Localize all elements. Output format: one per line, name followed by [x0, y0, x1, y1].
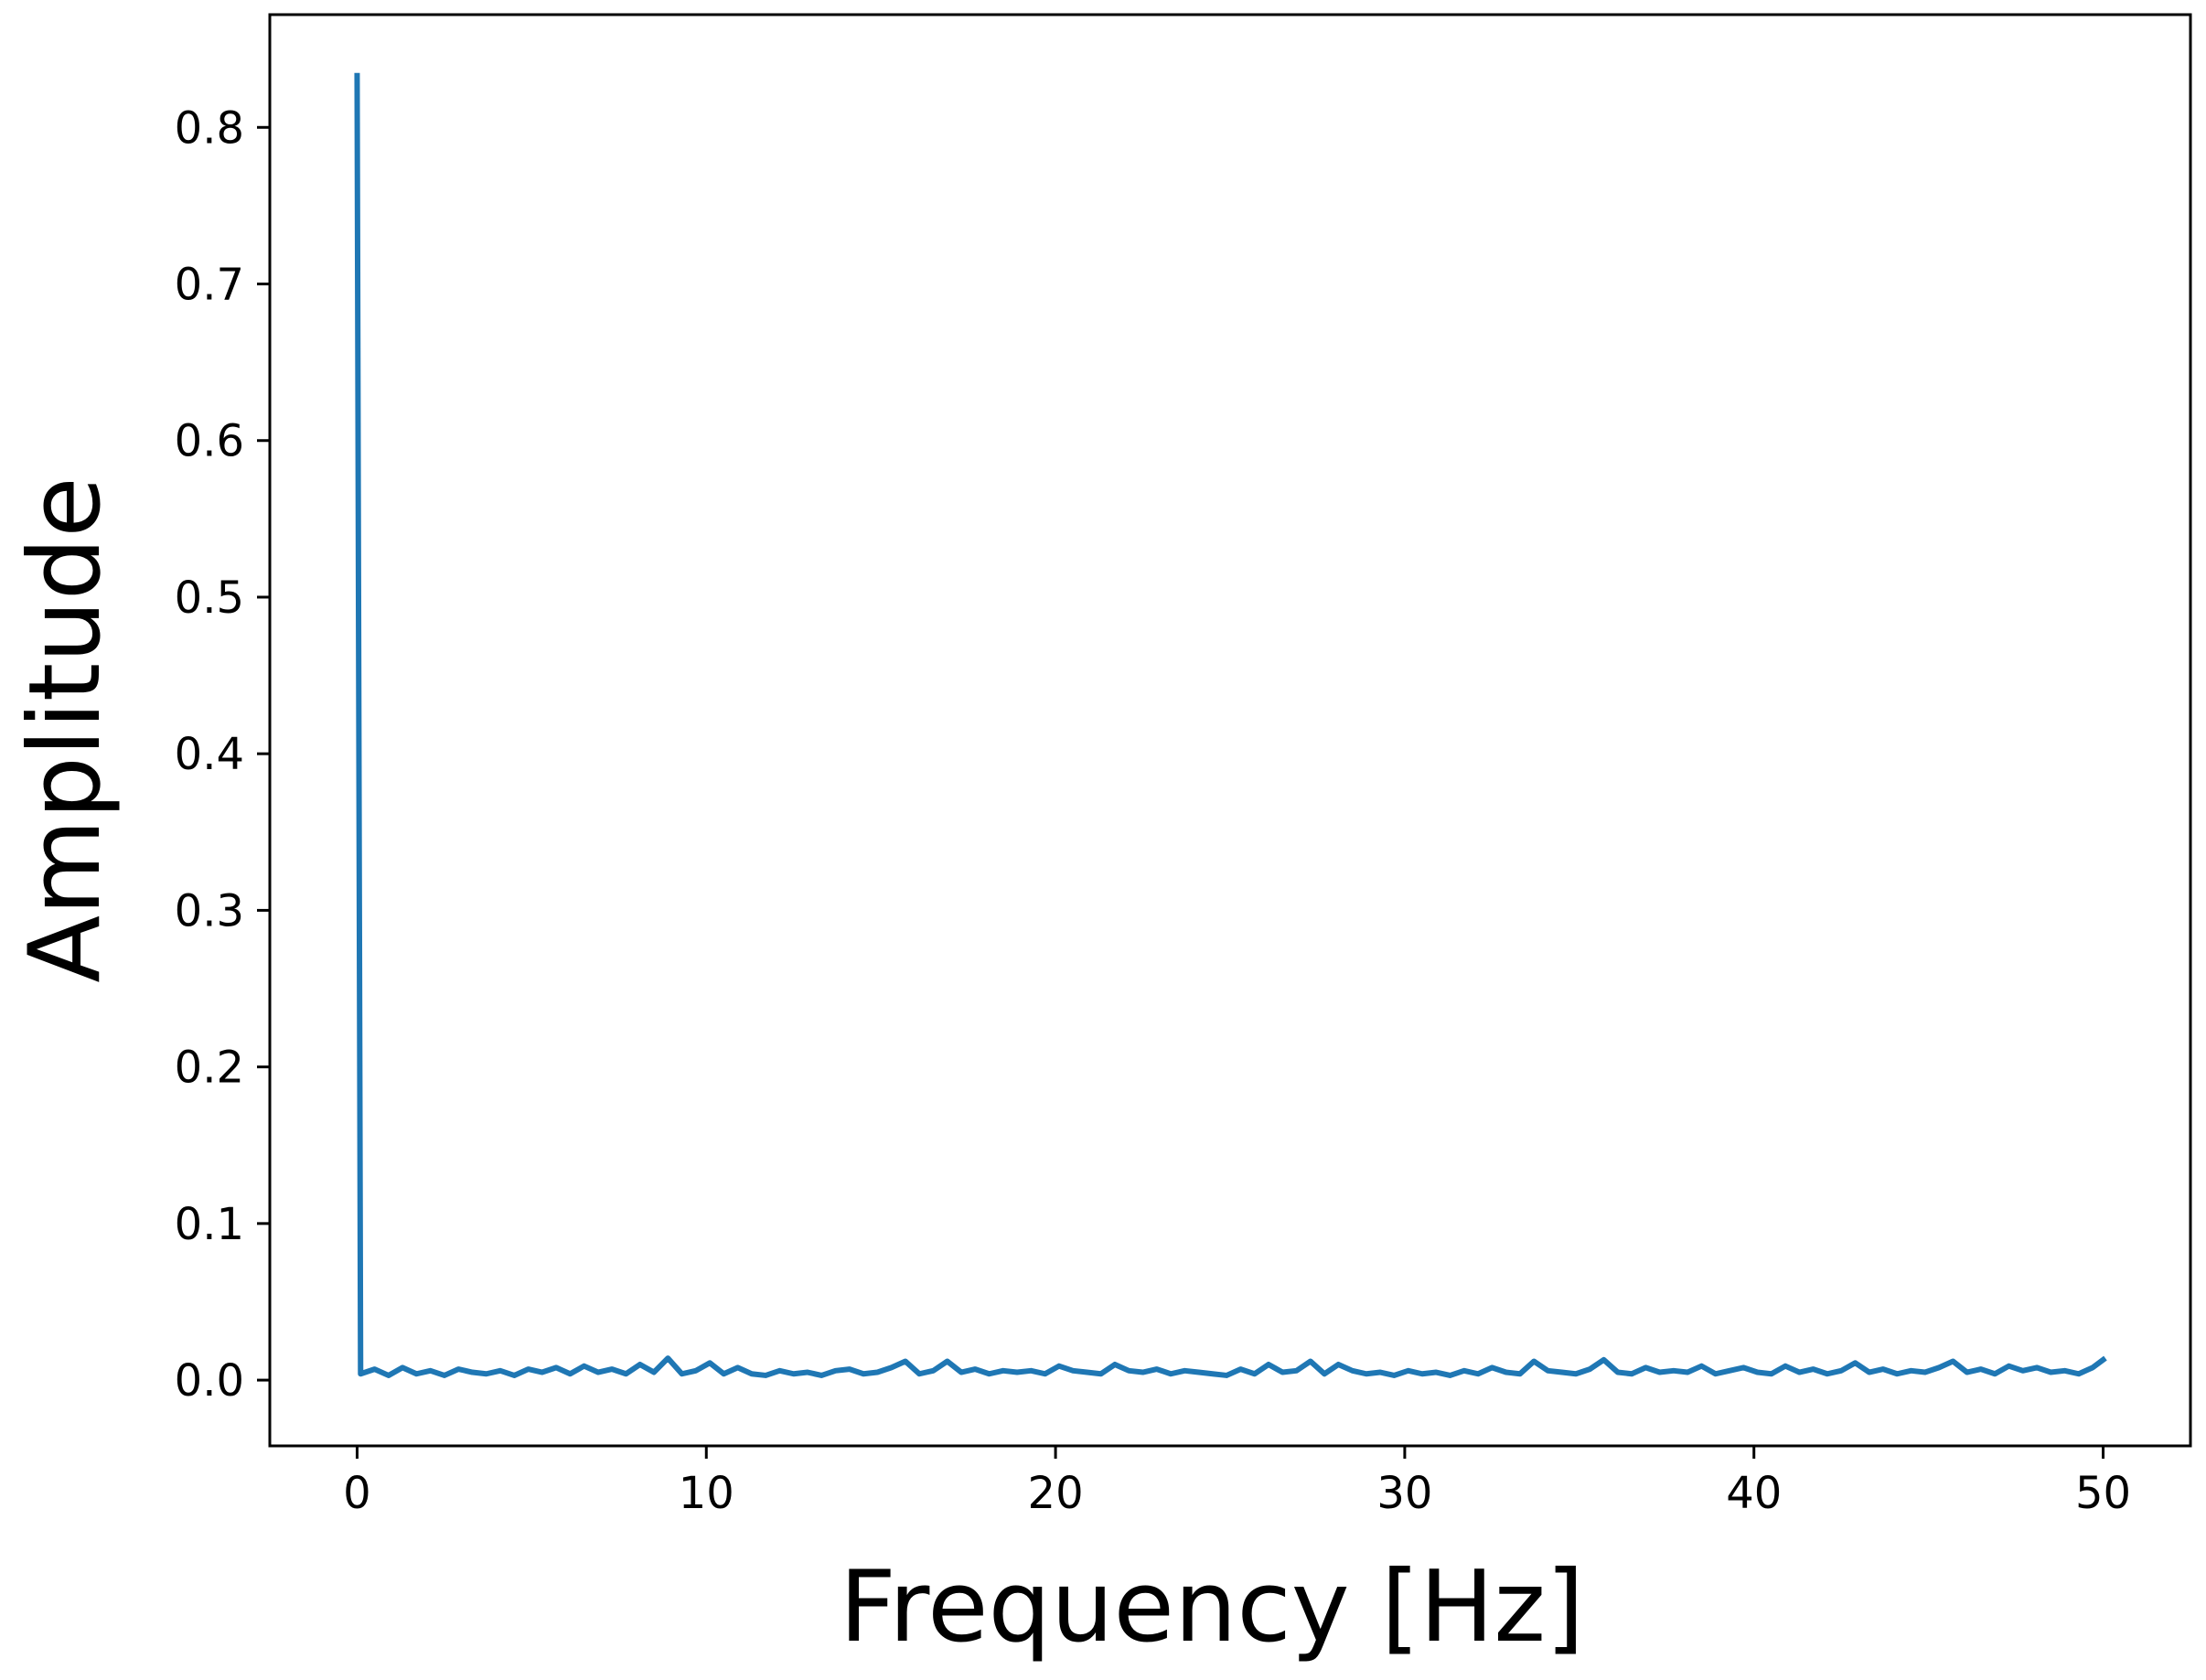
x-tick-label: 50	[2075, 1468, 2131, 1519]
plot-background	[270, 15, 2190, 1446]
y-tick-label: 0.0	[175, 1355, 244, 1407]
series-line	[354, 72, 2107, 1378]
x-tick-label: 0	[343, 1468, 371, 1519]
y-tick-label: 0.7	[175, 260, 244, 311]
y-tick-label: 0.6	[175, 416, 244, 467]
x-tick-label: 10	[679, 1468, 734, 1519]
y-tick-label: 0.5	[175, 572, 244, 624]
y-axis-label: Amplitude	[8, 476, 123, 982]
x-tick-label: 30	[1376, 1468, 1432, 1519]
series-layer	[354, 72, 2107, 1378]
x-tick-label: 20	[1028, 1468, 1084, 1519]
y-tick-label: 0.3	[175, 885, 244, 936]
y-tick-label: 0.4	[175, 729, 244, 780]
y-tick-label: 0.8	[175, 102, 244, 154]
x-tick-label: 40	[1726, 1468, 1782, 1519]
y-tick-label: 0.2	[175, 1043, 244, 1094]
plot-frame	[268, 13, 2192, 1448]
x-axis-ticks: 0 10 20 30 40 50	[343, 1446, 2131, 1519]
y-tick-label: 0.1	[175, 1199, 244, 1250]
y-axis-ticks: 0.0 0.1 0.2 0.3 0.4 0.5 0.6 0.7 0.8	[175, 102, 270, 1407]
x-axis-label: Frequency [Hz]	[840, 1550, 1584, 1664]
